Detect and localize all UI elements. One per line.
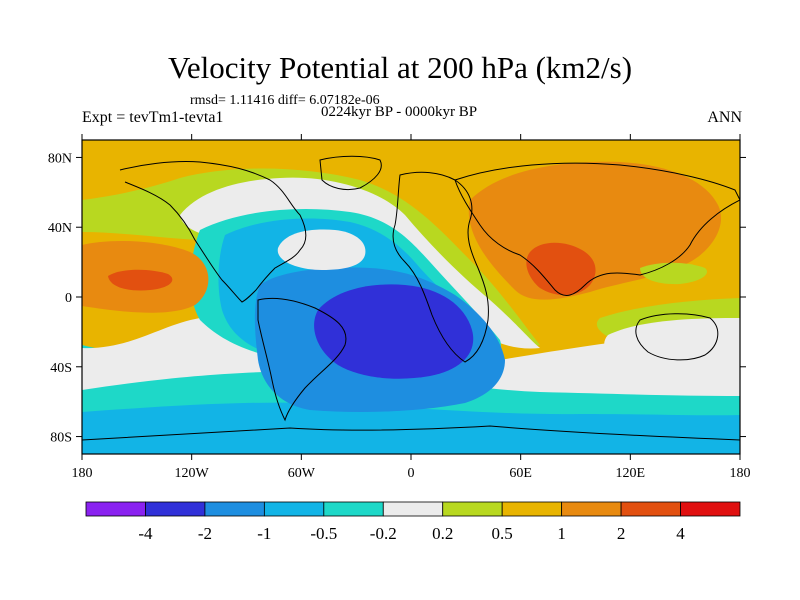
colorbar-label: -4 — [138, 524, 153, 543]
experiment-label: Expt = tevTm1-tevta1 — [82, 109, 224, 126]
colorbar-label: -0.5 — [310, 524, 337, 543]
contour-asia-red — [526, 242, 596, 296]
lon-tick-label: 180 — [72, 466, 93, 481]
contour-pacific-redorange — [108, 269, 173, 291]
colorbar-swatch — [85, 501, 146, 517]
coast-antarctica — [82, 425, 740, 441]
lon-tick-label: 120W — [175, 466, 210, 481]
colorbar-label: 0.2 — [432, 524, 453, 543]
lat-tick-label: 40S — [50, 361, 72, 376]
lat-tick-label: 80S — [50, 431, 72, 446]
lat-tick-label: 0 — [65, 291, 72, 306]
season-label: ANN — [707, 109, 742, 126]
lat-tick-label: 80N — [48, 151, 72, 166]
colorbar-swatch — [382, 501, 444, 517]
colorbar-label: 2 — [617, 524, 626, 543]
lon-tick-label: 180 — [730, 466, 751, 481]
colorbar-label: 4 — [676, 524, 685, 543]
colorbar-swatch — [442, 501, 503, 517]
colorbar-label: -2 — [198, 524, 212, 543]
colorbar: -4 -2 -1 -0.5 -0.2 0.2 0.5 1 2 4 — [85, 501, 741, 543]
contour-south-band-lightblue — [82, 402, 740, 454]
period-label: 0224kyr BP - 0000kyr BP — [321, 104, 478, 120]
coast-australia — [635, 313, 719, 361]
axis-ticks: 180 120W 60W 0 60E 120E 180 80N 40N 0 40S 80S — [48, 134, 751, 481]
colorbar-swatch — [620, 501, 681, 517]
colorbar-swatch — [561, 501, 622, 517]
rmsd-diff-stats: rmsd= 1.11416 diff= 6.07182e-06 — [190, 93, 380, 108]
lon-tick-label: 0 — [408, 466, 415, 481]
lon-tick-label: 120E — [616, 466, 646, 481]
colorbar-swatch — [501, 501, 563, 517]
coast-north-america — [119, 161, 307, 303]
colorbar-label: -1 — [257, 524, 271, 543]
lon-tick-label: 60W — [288, 466, 316, 481]
velocity-potential-field — [82, 140, 740, 454]
contour-white-oval — [277, 229, 366, 270]
lon-tick-label: 60E — [509, 466, 532, 481]
colorbar-swatch — [263, 501, 325, 517]
contour-tropical-green — [640, 262, 708, 285]
colorbar-swatch — [204, 501, 265, 517]
colorbar-swatch — [680, 501, 741, 517]
colorbar-swatch — [145, 501, 206, 517]
colorbar-swatch — [323, 501, 384, 517]
coast-greenland — [319, 155, 382, 191]
map-title: Velocity Potential at 200 hPa (km2/s) — [167, 50, 633, 85]
coastlines — [82, 155, 740, 441]
colorbar-label: -0.2 — [370, 524, 397, 543]
coast-south-america — [257, 297, 347, 422]
lat-tick-label: 40N — [48, 221, 72, 236]
colorbar-label: 1 — [557, 524, 566, 543]
coast-europe-africa — [392, 171, 489, 363]
colorbar-label: 0.5 — [492, 524, 513, 543]
coast-asia — [454, 162, 740, 296]
contour-darkblue-core — [314, 284, 474, 379]
contour-australia-white — [604, 318, 740, 369]
